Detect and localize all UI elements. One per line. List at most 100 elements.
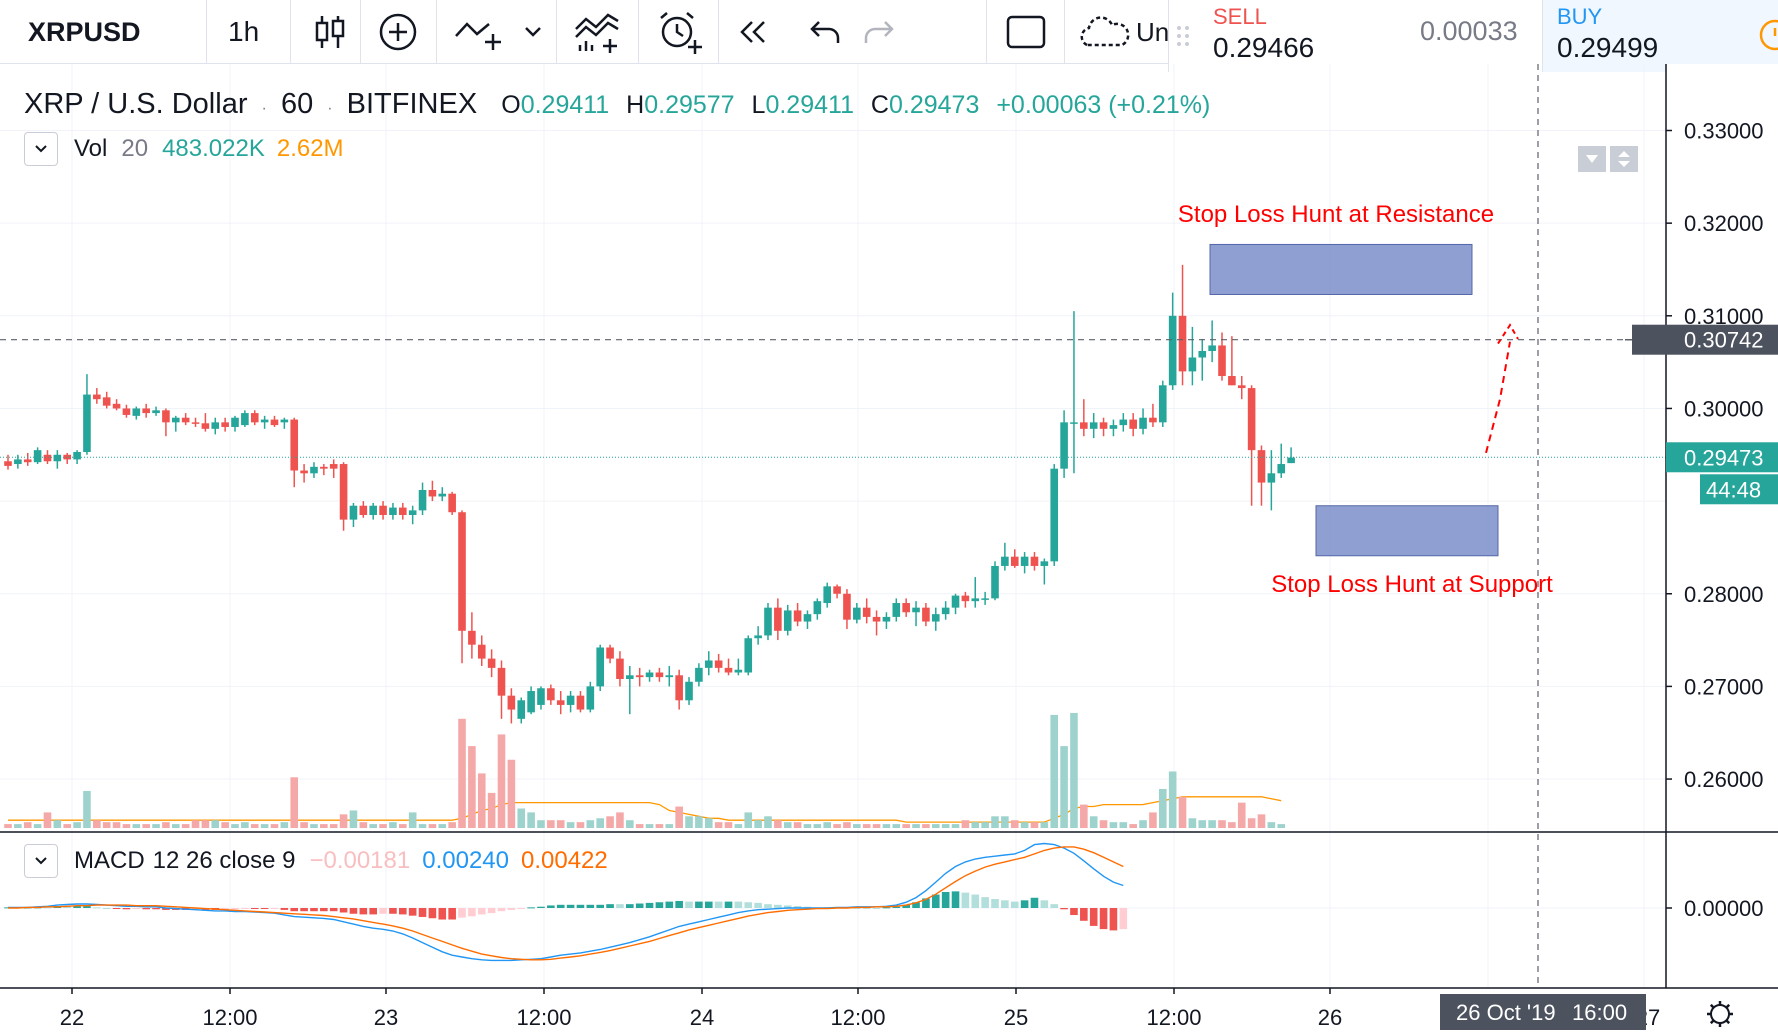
sell-button[interactable]: SELL 0.29466: [1168, 0, 1396, 72]
candle: [685, 677, 693, 705]
volume-bar: [931, 824, 940, 828]
macd-histogram-bar: [635, 903, 644, 908]
candle-body: [556, 700, 565, 705]
triangle-down-icon: [1586, 155, 1598, 163]
macd-histogram-bar: [754, 902, 762, 908]
volume-bar: [971, 822, 980, 828]
candle-body: [428, 489, 437, 497]
macd-pane: [4, 842, 1128, 962]
candle-body: [991, 565, 999, 599]
candle: [744, 635, 753, 676]
drawing-icon[interactable]: [448, 0, 512, 64]
candle-body: [1099, 422, 1108, 429]
volume-bar: [803, 824, 812, 828]
macd-signal-line: [8, 846, 1124, 961]
volume-bar: [616, 812, 624, 828]
macd-histogram-bar: [1099, 908, 1108, 930]
macd-histogram-bar: [497, 908, 506, 912]
candle: [1119, 413, 1128, 432]
overlays: Stop Loss Hunt at Resistance Stop Loss Hu…: [0, 64, 1666, 988]
macd-histogram-bar: [122, 908, 131, 910]
settings-icon[interactable]: [1755, 18, 1778, 52]
compare-icon[interactable]: [566, 0, 630, 64]
candle-body: [171, 417, 180, 423]
macd-histogram-bar: [586, 904, 595, 908]
candle: [310, 462, 318, 478]
candle-body: [468, 630, 476, 645]
macd-histogram-bar: [547, 905, 555, 908]
candle-body: [774, 607, 782, 631]
chart-canvas[interactable]: Stop Loss Hunt at Resistance Stop Loss Hu…: [0, 64, 1778, 1034]
pair-name[interactable]: XRP / U.S. Dollar: [24, 88, 248, 120]
candle-body: [714, 660, 723, 668]
cloud-icon[interactable]: [1072, 0, 1136, 64]
candle: [300, 464, 308, 483]
macd-histogram-bar: [448, 908, 456, 920]
candle-body: [142, 408, 150, 414]
last-price-badge: [1666, 442, 1778, 473]
legend-dot: ·: [327, 100, 333, 117]
volume-bar: [941, 824, 950, 828]
add-indicator-icon[interactable]: [368, 0, 428, 64]
candle: [626, 666, 634, 715]
interval-label: 60: [280, 88, 314, 120]
pane-maximize-button[interactable]: [1610, 146, 1638, 172]
macd-histogram-bar: [1040, 900, 1049, 908]
redo-icon[interactable]: [854, 0, 904, 64]
candle-body: [162, 410, 170, 423]
candle-body: [1168, 315, 1177, 386]
candle-body: [241, 413, 249, 426]
close-key: C: [870, 91, 889, 119]
macd-histogram-bar: [4, 907, 12, 909]
alert-icon[interactable]: [648, 0, 712, 64]
candle-body: [270, 419, 279, 426]
volume-bar: [448, 822, 456, 828]
volume-bar: [132, 824, 141, 828]
macd-histogram-bar: [477, 908, 486, 915]
candle: [922, 603, 930, 627]
volume-bar: [645, 824, 654, 828]
macd-histogram-bar: [931, 894, 940, 908]
macd-histogram-bar: [300, 908, 308, 912]
candle: [290, 417, 299, 488]
exchange-label: BITFINEX: [346, 88, 478, 120]
candle-body: [537, 688, 545, 705]
macd-histogram-bar: [576, 904, 585, 908]
layout-icon[interactable]: [998, 0, 1054, 64]
volume-value: 483.022K: [162, 135, 265, 162]
volume-bar: [63, 824, 72, 828]
chevron-down-icon[interactable]: [518, 0, 548, 64]
candle-body: [645, 672, 654, 678]
candle-body: [764, 607, 772, 636]
collapse-macd-button[interactable]: [24, 844, 58, 878]
volume-bar: [73, 822, 81, 828]
undo-icon[interactable]: [800, 0, 850, 64]
buy-button[interactable]: BUY 0.29499: [1542, 0, 1778, 72]
replay-icon[interactable]: [728, 0, 778, 64]
macd-histogram-bar: [981, 897, 989, 908]
collapse-volume-button[interactable]: [24, 132, 58, 166]
macd-histogram-bar: [1060, 908, 1068, 910]
candle-body: [339, 464, 348, 520]
volume-bar: [1139, 820, 1147, 828]
volume-bar: [468, 746, 476, 828]
volume-bar: [991, 816, 999, 828]
time-label: 12:00: [830, 1005, 885, 1030]
candle-body: [1020, 556, 1029, 566]
volume-bar: [626, 820, 634, 828]
candle: [33, 447, 42, 465]
symbol-search-button[interactable]: XRPUSD: [28, 16, 141, 47]
candles-icon[interactable]: [300, 0, 360, 64]
layout-name[interactable]: Un: [1136, 16, 1170, 47]
candle: [102, 391, 111, 409]
candle-body: [1149, 417, 1157, 423]
timeframe-button[interactable]: 1h: [228, 16, 260, 47]
pane-down-button[interactable]: [1578, 146, 1606, 172]
volume-bar: [961, 820, 970, 828]
volume-bar: [487, 792, 496, 828]
candle: [645, 669, 654, 682]
candle-body: [872, 616, 881, 622]
candle: [83, 374, 91, 455]
toolbar-divider: [360, 0, 361, 64]
volume-bar: [1149, 812, 1157, 828]
